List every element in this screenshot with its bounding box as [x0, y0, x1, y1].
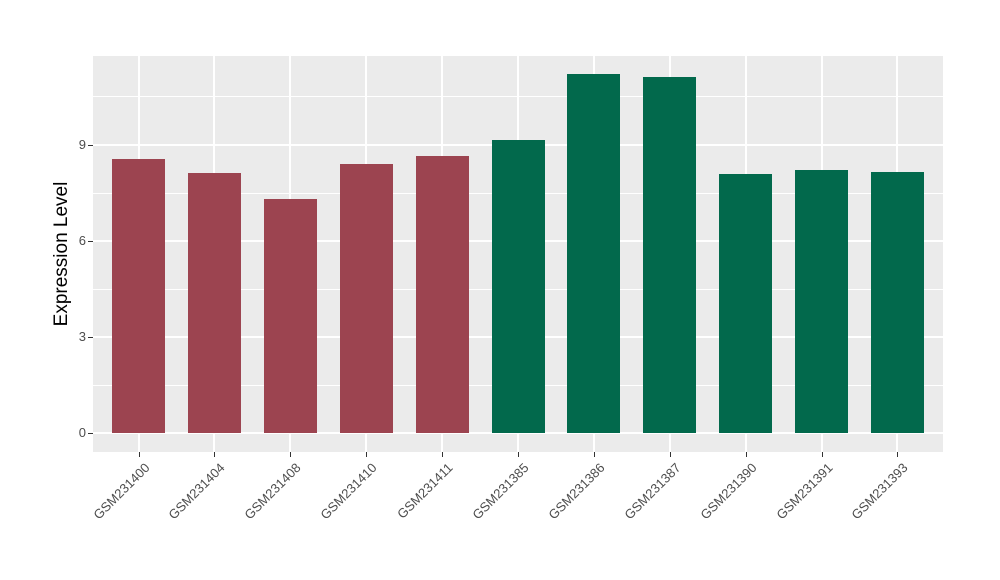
x-tick-label-text: GSM231391	[772, 460, 836, 523]
bar-GSM231404	[187, 173, 241, 434]
x-tick-label-text: GSM231385	[469, 460, 532, 523]
bar-GSM231411	[415, 155, 469, 434]
bar-GSM231387	[643, 76, 697, 434]
x-tick-mark	[669, 452, 671, 457]
x-tick-mark	[745, 452, 747, 457]
x-tick-label-text: GSM231411	[394, 460, 456, 522]
x-tick-label-text: GSM231408	[241, 460, 304, 523]
x-tick-label-text: GSM231390	[697, 460, 760, 523]
bar-GSM231393	[870, 172, 924, 434]
x-tick-label-text: GSM231404	[165, 460, 229, 523]
x-tick-label-text: GSM231410	[317, 460, 380, 523]
y-tick-mark	[88, 433, 93, 435]
y-tick-label: 6	[78, 233, 86, 249]
y-tick-mark	[88, 241, 93, 243]
x-tick-mark	[366, 452, 368, 457]
x-tick-mark	[897, 452, 899, 457]
x-tick-mark	[442, 452, 444, 457]
x-tick-mark	[821, 452, 823, 457]
bar-GSM231408	[263, 199, 317, 434]
y-tick-label: 3	[78, 329, 86, 345]
bar-GSM231391	[795, 169, 849, 434]
y-tick-mark	[88, 144, 93, 146]
y-axis-title: Expression Level	[51, 181, 72, 327]
bar-GSM231386	[567, 74, 621, 434]
y-tick-label: 0	[78, 425, 86, 441]
x-tick-mark	[518, 452, 519, 457]
y-tick-mark	[88, 337, 93, 339]
x-tick-mark	[593, 452, 595, 457]
x-tick-label-text: GSM231393	[848, 460, 912, 523]
x-tick-mark	[138, 452, 140, 457]
bar-GSM231410	[339, 164, 393, 434]
x-tick-label-text: GSM231387	[621, 460, 684, 523]
plot-panel	[93, 56, 943, 452]
x-tick-label-text: GSM231400	[89, 460, 153, 523]
bar-GSM231400	[112, 158, 166, 434]
x-tick-label-text: GSM231386	[545, 460, 608, 523]
bar-GSM231390	[719, 174, 773, 434]
y-tick-label: 9	[78, 136, 86, 152]
x-tick-mark	[290, 452, 292, 457]
bar-GSM231385	[491, 139, 545, 434]
x-tick-mark	[214, 452, 216, 457]
